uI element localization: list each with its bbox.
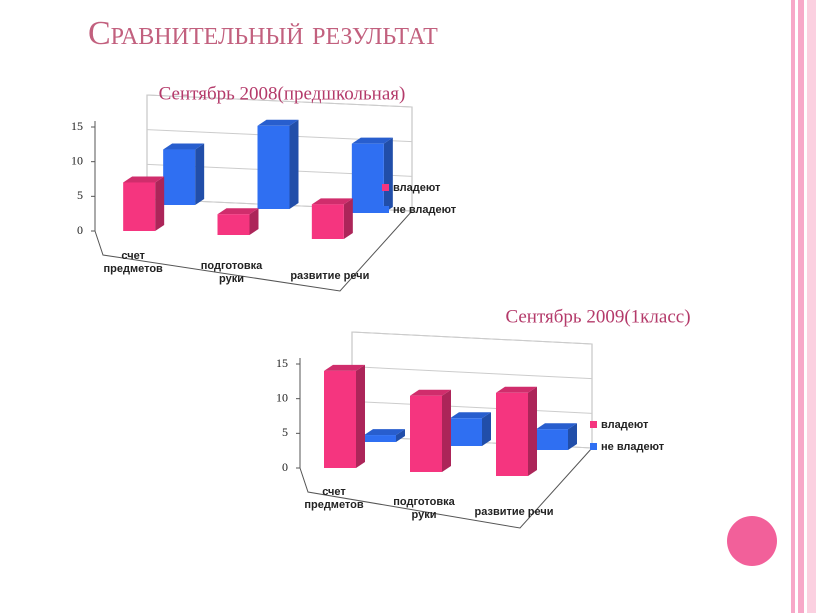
bar [217,208,259,235]
bar-front [496,392,528,476]
y-tick-label: 10 [276,390,288,404]
bar [324,364,365,468]
bar-side [528,386,537,476]
bar-front [364,435,396,442]
chart-title: Сентябрь 2008(предшкольная) [159,83,406,104]
bar-side [195,143,205,205]
y-tick-label: 10 [71,153,83,167]
y-tick-label: 0 [77,223,83,237]
legend-label: не владеют [601,441,665,453]
bar-front [257,125,290,209]
stripe [791,0,795,613]
bar-top [324,364,365,371]
x-tick-label: развитие речи [290,270,370,282]
grid-line [351,331,593,345]
x-tick-label: развитие речи [474,506,554,518]
bar-top [536,423,577,430]
slide-title: Сравнительный результат [88,15,438,52]
legend-swatch [590,443,597,450]
x-tick-label: счет предметов [103,250,163,275]
bar [123,176,165,231]
legend-label: не владеют [393,204,457,216]
legend-swatch [382,184,389,191]
decor-circle [727,516,777,566]
y-tick-label: 15 [71,119,83,133]
bar [311,198,353,239]
bar-side [249,208,259,235]
bar [364,429,405,442]
bar [450,412,491,446]
bar-top [123,176,165,183]
bar-top [163,143,205,150]
y-tick-label: 0 [282,460,288,474]
y-tick-label: 5 [282,425,288,439]
bar-front [123,182,156,231]
bar-front [536,429,568,450]
stripe [798,0,804,613]
bar-side [396,429,405,442]
chart-title: Сентябрь 2009(1класс) [505,306,690,327]
bar [257,119,299,209]
y-tick-label: 5 [77,188,83,202]
bar-side [155,176,165,231]
bar-side [356,364,365,468]
bar-front [410,395,442,472]
bar-side [289,119,299,209]
bar-front [311,204,344,239]
bar [496,386,537,476]
bar-top [450,412,491,419]
bar-side [442,389,451,472]
bar [351,137,393,213]
y-tick-label: 15 [276,356,288,370]
legend-label: владеют [601,419,649,431]
bar-top [351,137,393,144]
legend-swatch [382,206,389,213]
bar-top [496,386,537,393]
bar [536,423,577,450]
bar [163,143,205,205]
x-tick-label: подготовка руки [393,496,455,521]
bar [410,389,451,472]
bar-top [311,198,353,205]
bar-side [383,137,393,213]
grid-line [351,366,593,380]
legend-label: владеют [393,182,441,194]
x-tick-label: подготовка руки [200,260,263,285]
bar-top [257,119,299,126]
grid-line [146,94,413,108]
floor-edge [299,447,593,529]
bar-front [351,143,384,213]
floor-edge [94,210,413,292]
x-tick-label: счет предметов [304,486,364,511]
legend-swatch [590,421,597,428]
bar-side [568,423,577,450]
bar-top [364,429,405,436]
bar-front [163,149,196,205]
bar-front [450,418,482,446]
bar-top [217,208,259,215]
grid-line [351,400,593,414]
bar-front [324,370,356,468]
stripe [807,0,816,613]
bar-side [343,198,353,239]
bar-side [482,412,491,446]
bar-front [217,214,250,235]
bar-top [410,389,451,396]
